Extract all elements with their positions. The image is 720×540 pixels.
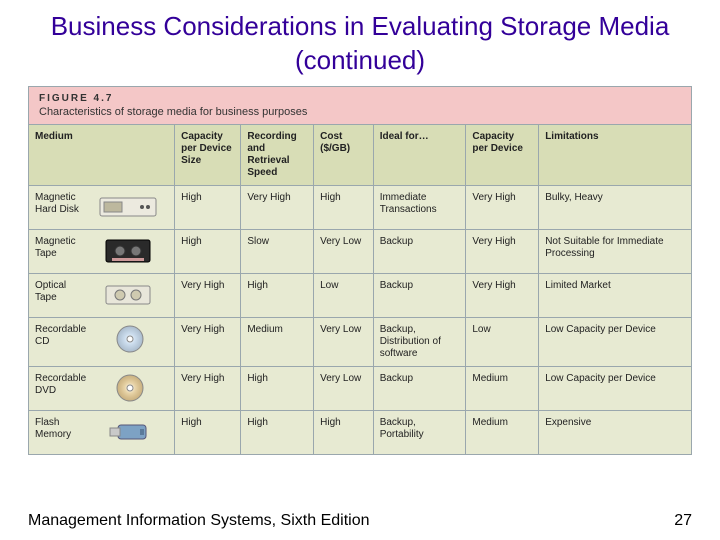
col-header-medium: Medium [29,125,175,186]
cell-ideal: Backup, Portability [373,410,466,454]
slide-title: Business Considerations in Evaluating St… [0,0,720,86]
col-header-limitations: Limitations [539,125,691,186]
cell-medium: Magnetic Tape [29,229,175,273]
table-body: Magnetic Hard DiskHighVery HighHighImmed… [29,185,691,454]
cell-speed: Very High [241,185,314,229]
cell-capacity_size: Very High [175,273,241,317]
cell-cost: Very Low [314,317,374,366]
cell-capacity_size: High [175,410,241,454]
footer-text: Management Information Systems, Sixth Ed… [28,512,370,530]
figure-header: FIGURE 4.7 Characteristics of storage me… [29,87,691,125]
cell-limitations: Expensive [539,410,691,454]
cell-ideal: Backup, Distribution of software [373,317,466,366]
hard-disk-icon [87,192,168,222]
medium-label: Flash Memory [35,417,81,441]
cell-cost: Very Low [314,229,374,273]
cell-speed: High [241,410,314,454]
table-header-row: MediumCapacity per Device SizeRecording … [29,125,691,186]
cell-ideal: Backup [373,366,466,410]
table-row: Recordable CD Very HighMediumVery LowBack… [29,317,691,366]
medium-label: Recordable CD [35,324,86,348]
cell-limitations: Not Suitable for Immediate Processing [539,229,691,273]
cell-cap_device: Very High [466,185,539,229]
medium-label: Recordable DVD [35,373,86,397]
cell-ideal: Immediate Transactions [373,185,466,229]
cell-capacity_size: High [175,185,241,229]
flash-icon [87,417,168,447]
cell-limitations: Low Capacity per Device [539,366,691,410]
cell-cost: High [314,185,374,229]
figure-container: FIGURE 4.7 Characteristics of storage me… [28,86,692,456]
cell-cost: High [314,410,374,454]
medium-label: Optical Tape [35,280,81,304]
cell-medium: Recordable DVD [29,366,175,410]
col-header-cost: Cost ($/GB) [314,125,374,186]
cell-cap_device: Very High [466,229,539,273]
cell-speed: High [241,273,314,317]
cell-cap_device: Very High [466,273,539,317]
cell-medium: Flash Memory [29,410,175,454]
col-header-capacity_size: Capacity per Device Size [175,125,241,186]
figure-caption: Characteristics of storage media for bus… [39,106,681,118]
table-row: Recordable DVD Very HighHighVery LowBacku… [29,366,691,410]
cell-cap_device: Low [466,317,539,366]
cell-cost: Very Low [314,366,374,410]
medium-label: Magnetic Hard Disk [35,192,81,216]
page-number: 27 [674,512,692,530]
table-row: Magnetic Hard DiskHighVery HighHighImmed… [29,185,691,229]
col-header-ideal: Ideal for… [373,125,466,186]
cell-medium: Optical Tape [29,273,175,317]
table-row: Flash MemoryHighHighHighBackup, Portabil… [29,410,691,454]
cell-cap_device: Medium [466,366,539,410]
cell-cost: Low [314,273,374,317]
dvd-icon [92,373,168,403]
storage-media-table: MediumCapacity per Device SizeRecording … [29,125,691,455]
col-header-speed: Recording and Retrieval Speed [241,125,314,186]
cell-speed: Medium [241,317,314,366]
figure-number: FIGURE 4.7 [39,93,681,104]
cell-speed: High [241,366,314,410]
cell-cap_device: Medium [466,410,539,454]
optical-tape-icon [87,280,168,310]
cell-ideal: Backup [373,229,466,273]
cell-limitations: Limited Market [539,273,691,317]
medium-label: Magnetic Tape [35,236,81,260]
cell-limitations: Bulky, Heavy [539,185,691,229]
cell-speed: Slow [241,229,314,273]
cd-icon [92,324,168,354]
table-row: Magnetic Tape HighSlowVery LowBackupVery … [29,229,691,273]
cell-capacity_size: Very High [175,317,241,366]
cell-capacity_size: High [175,229,241,273]
cell-capacity_size: Very High [175,366,241,410]
table-row: Optical TapeVery HighHighLowBackupVery H… [29,273,691,317]
tape-icon [87,236,168,266]
cell-medium: Recordable CD [29,317,175,366]
cell-limitations: Low Capacity per Device [539,317,691,366]
cell-ideal: Backup [373,273,466,317]
cell-medium: Magnetic Hard Disk [29,185,175,229]
col-header-cap_device: Capacity per Device [466,125,539,186]
